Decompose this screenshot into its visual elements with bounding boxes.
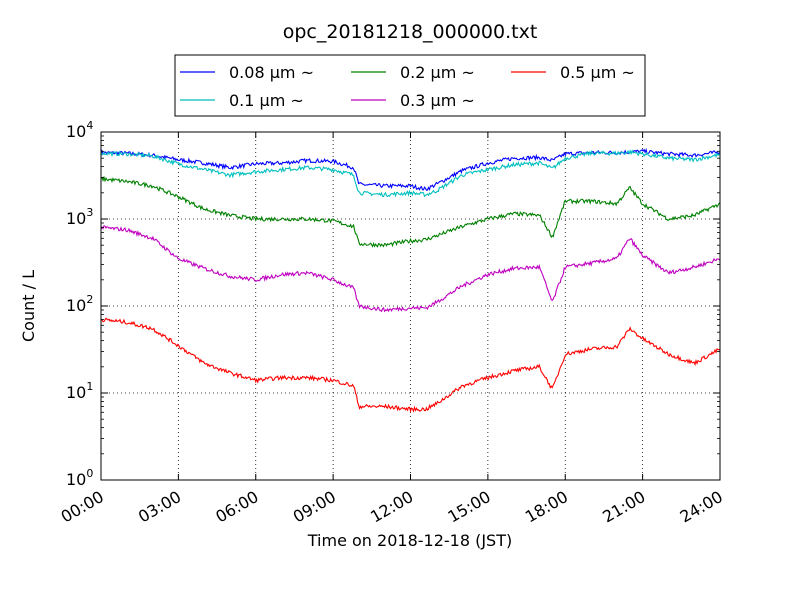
legend-label: 0.1 µm ~ (229, 91, 304, 110)
legend-label: 0.5 µm ~ (560, 63, 635, 82)
series-line-1 (100, 149, 721, 198)
series-lines (100, 147, 721, 414)
y-tick-labels: 100 101 102 103 104 (66, 119, 93, 489)
y-tick-label: 100 (66, 467, 93, 489)
legend-label: 0.2 µm ~ (400, 63, 475, 82)
legend-label: 0.08 µm ~ (229, 63, 314, 82)
series-line-4 (100, 317, 721, 414)
axis-ticks (100, 131, 721, 481)
y-tick-label: 104 (66, 119, 93, 141)
legend-box (174, 54, 646, 117)
chart-title: opc_20181218_000000.txt (283, 21, 538, 43)
legend: 0.08 µm ~ 0.1 µm ~ 0.2 µm ~ 0.3 µm ~ 0.5 µm … (174, 54, 646, 117)
y-tick-label: 102 (66, 293, 93, 315)
y-axis-title: Count / L (19, 270, 38, 342)
y-tick-label: 103 (66, 206, 93, 228)
legend-label: 0.3 µm ~ (400, 91, 475, 110)
series-line-2 (100, 175, 721, 248)
y-tick-label: 101 (66, 380, 93, 402)
x-axis-title: Time on 2018-12-18 (JST) (307, 531, 512, 550)
series-line-3 (100, 225, 721, 313)
